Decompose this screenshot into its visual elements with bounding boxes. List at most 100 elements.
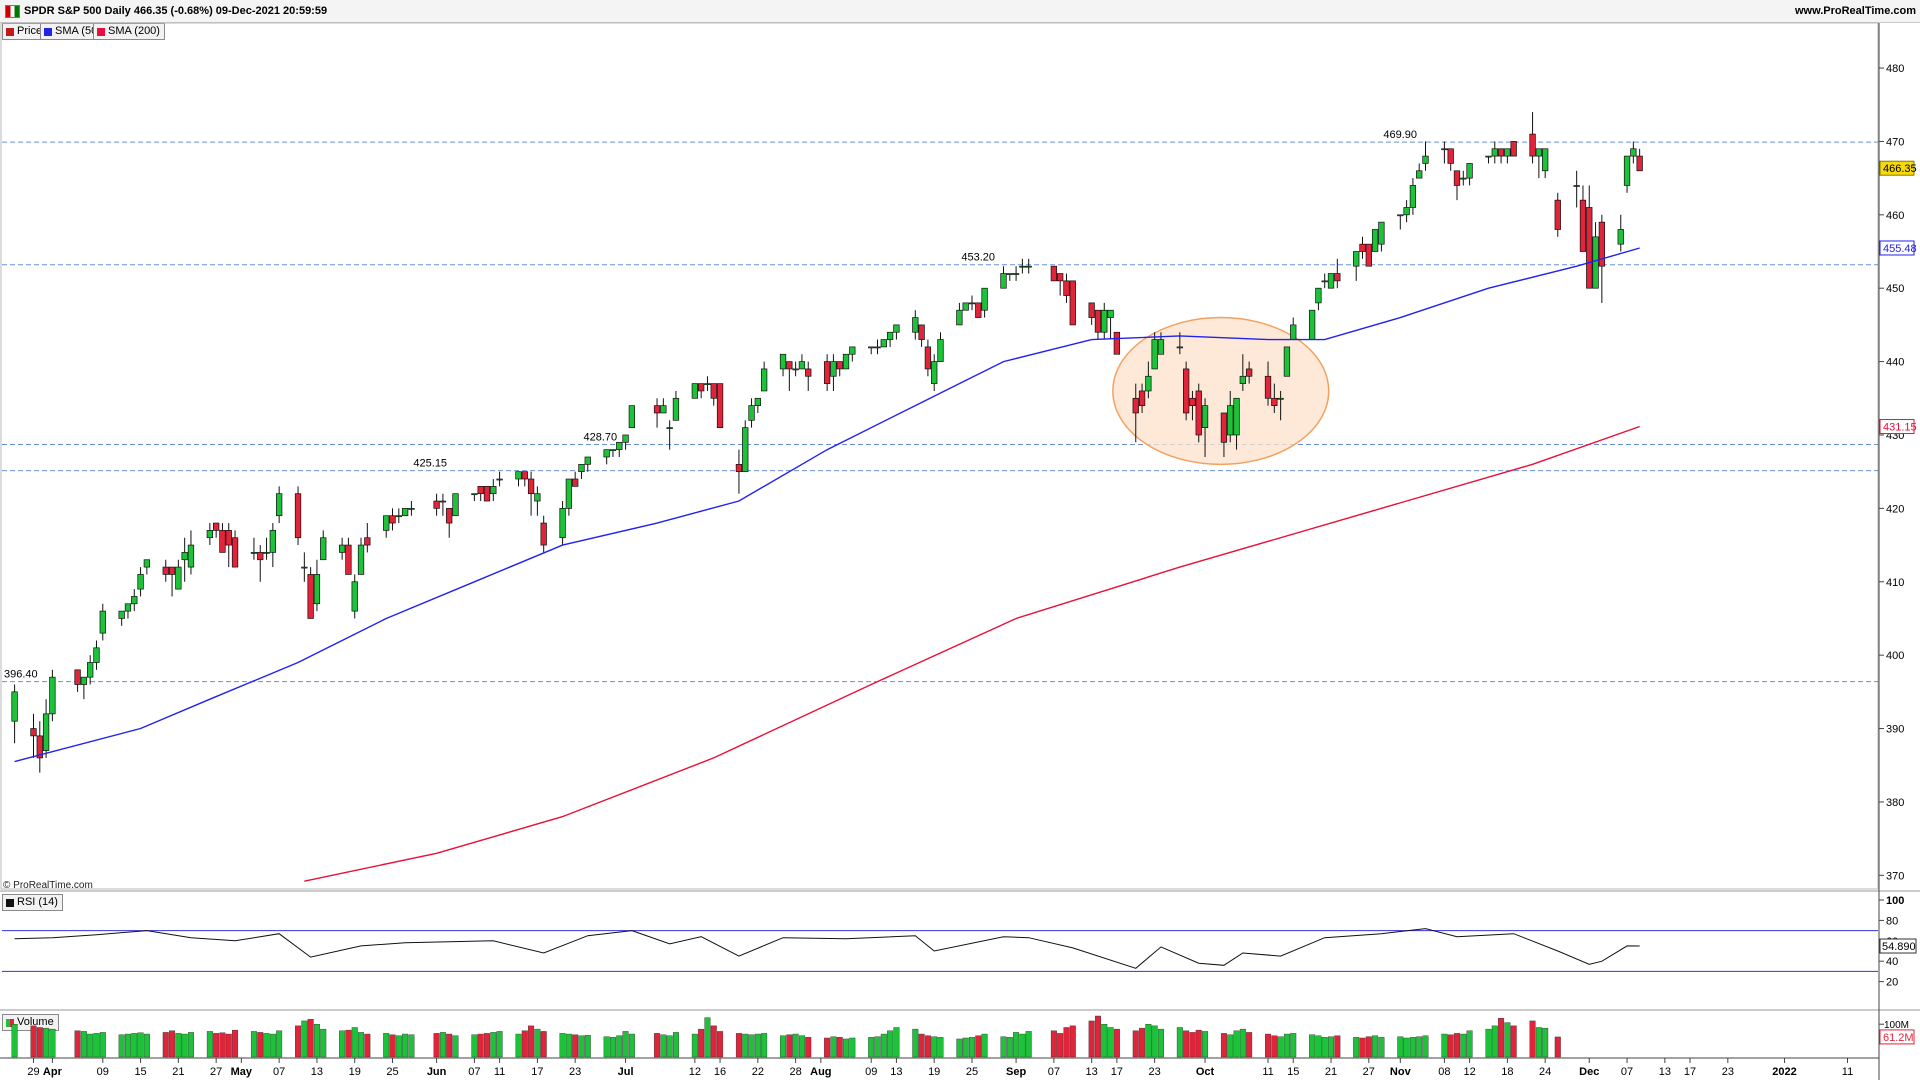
volume-bar[interactable] bbox=[1233, 1030, 1240, 1058]
candle[interactable] bbox=[981, 287, 988, 318]
volume-bar[interactable] bbox=[1422, 1035, 1429, 1058]
candle[interactable] bbox=[496, 471, 503, 487]
candle[interactable] bbox=[187, 530, 195, 575]
volume-bar[interactable] bbox=[1334, 1035, 1341, 1058]
candle[interactable] bbox=[357, 537, 365, 575]
volume-bar[interactable] bbox=[849, 1037, 856, 1058]
candle[interactable] bbox=[1063, 273, 1070, 303]
volume-bar[interactable] bbox=[1151, 1025, 1158, 1058]
volume-bar[interactable] bbox=[603, 1036, 610, 1058]
volume-bar[interactable] bbox=[1378, 1037, 1385, 1058]
volume-bar[interactable] bbox=[868, 1037, 875, 1058]
candle[interactable] bbox=[698, 383, 705, 399]
candle[interactable] bbox=[143, 559, 151, 575]
candle[interactable] bbox=[660, 398, 667, 414]
candle[interactable] bbox=[1006, 273, 1013, 281]
candle[interactable] bbox=[1447, 148, 1454, 171]
volume-bar[interactable] bbox=[578, 1035, 585, 1058]
candle[interactable] bbox=[1485, 155, 1492, 164]
volume-bar[interactable] bbox=[402, 1033, 409, 1058]
volume-bar[interactable] bbox=[1460, 1033, 1467, 1058]
volume-bar[interactable] bbox=[452, 1035, 459, 1058]
volume-bar[interactable] bbox=[710, 1025, 717, 1058]
volume-bar[interactable] bbox=[843, 1038, 850, 1058]
volume-bar[interactable] bbox=[446, 1033, 453, 1058]
candle[interactable] bbox=[534, 486, 541, 516]
candle[interactable] bbox=[754, 397, 761, 413]
volume-bar[interactable] bbox=[225, 1033, 232, 1058]
candle[interactable] bbox=[471, 493, 478, 502]
candle[interactable] bbox=[893, 324, 900, 340]
volume-bar[interactable] bbox=[1220, 1033, 1227, 1058]
candle[interactable] bbox=[345, 537, 352, 575]
volume-bar[interactable] bbox=[36, 1027, 43, 1058]
volume-bar[interactable] bbox=[880, 1033, 887, 1058]
volume-bar[interactable] bbox=[1372, 1035, 1379, 1058]
volume-bar[interactable] bbox=[1453, 1033, 1460, 1058]
candle[interactable] bbox=[307, 567, 314, 619]
volume-bar[interactable] bbox=[962, 1037, 969, 1058]
candle[interactable] bbox=[269, 523, 276, 568]
volume-bar[interactable] bbox=[30, 1025, 37, 1058]
candle[interactable] bbox=[1371, 229, 1379, 252]
candle[interactable] bbox=[49, 669, 56, 722]
candle[interactable] bbox=[1308, 309, 1316, 340]
candle[interactable] bbox=[578, 463, 585, 480]
volume-bar[interactable] bbox=[1246, 1032, 1253, 1058]
candle[interactable] bbox=[1497, 148, 1505, 164]
volume-bar[interactable] bbox=[80, 1031, 87, 1058]
candle[interactable] bbox=[175, 559, 182, 590]
volume-bar[interactable] bbox=[572, 1034, 579, 1058]
candle[interactable] bbox=[1365, 243, 1372, 267]
candle[interactable] bbox=[616, 441, 623, 457]
volume-bar[interactable] bbox=[1000, 1036, 1007, 1058]
site-link[interactable]: www.ProRealTime.com bbox=[1794, 5, 1916, 17]
candle[interactable] bbox=[559, 501, 566, 546]
volume-bar[interactable] bbox=[99, 1032, 106, 1058]
candle[interactable] bbox=[1510, 141, 1517, 157]
candle[interactable] bbox=[1069, 280, 1076, 326]
candle[interactable] bbox=[1579, 185, 1587, 252]
candle[interactable] bbox=[1378, 221, 1385, 252]
volume-bar[interactable] bbox=[1050, 1030, 1057, 1058]
volume-bar[interactable] bbox=[515, 1033, 522, 1058]
candle[interactable] bbox=[1283, 346, 1291, 377]
candle[interactable] bbox=[42, 699, 50, 758]
candle[interactable] bbox=[786, 361, 793, 391]
volume-bar[interactable] bbox=[754, 1033, 761, 1058]
volume-bar[interactable] bbox=[780, 1035, 787, 1058]
candle[interactable] bbox=[704, 376, 711, 391]
candle[interactable] bbox=[395, 508, 402, 524]
volume-bar[interactable] bbox=[339, 1030, 346, 1058]
candle[interactable] bbox=[30, 713, 37, 758]
volume-bar[interactable] bbox=[735, 1033, 742, 1058]
volume-bar[interactable] bbox=[219, 1032, 226, 1058]
candle[interactable] bbox=[1182, 361, 1190, 421]
volume-bar[interactable] bbox=[307, 1019, 314, 1058]
candle[interactable] bbox=[886, 331, 894, 347]
volume-bar[interactable] bbox=[654, 1033, 661, 1058]
volume-bar[interactable] bbox=[1057, 1033, 1064, 1058]
volume-bar[interactable] bbox=[313, 1023, 320, 1058]
volume-bar[interactable] bbox=[137, 1032, 144, 1058]
candle[interactable] bbox=[389, 508, 396, 531]
candle[interactable] bbox=[1113, 331, 1121, 355]
volume-bar[interactable] bbox=[1403, 1037, 1410, 1058]
candle[interactable] bbox=[836, 361, 843, 377]
candle[interactable] bbox=[263, 537, 270, 560]
volume-bar[interactable] bbox=[1183, 1030, 1190, 1058]
volume-bar[interactable] bbox=[1006, 1037, 1013, 1058]
candle[interactable] bbox=[609, 449, 617, 457]
volume-bar[interactable] bbox=[213, 1033, 220, 1058]
volume-bar[interactable] bbox=[1145, 1023, 1152, 1058]
candle[interactable] bbox=[792, 361, 799, 377]
candle[interactable] bbox=[257, 545, 264, 582]
candle[interactable] bbox=[1157, 332, 1165, 355]
volume-bar[interactable] bbox=[1277, 1036, 1284, 1058]
volume-bar[interactable] bbox=[206, 1031, 213, 1058]
candle[interactable] bbox=[1529, 112, 1536, 164]
volume-bar[interactable] bbox=[1239, 1028, 1246, 1058]
candle[interactable] bbox=[1535, 148, 1543, 179]
candle[interactable] bbox=[735, 449, 743, 494]
